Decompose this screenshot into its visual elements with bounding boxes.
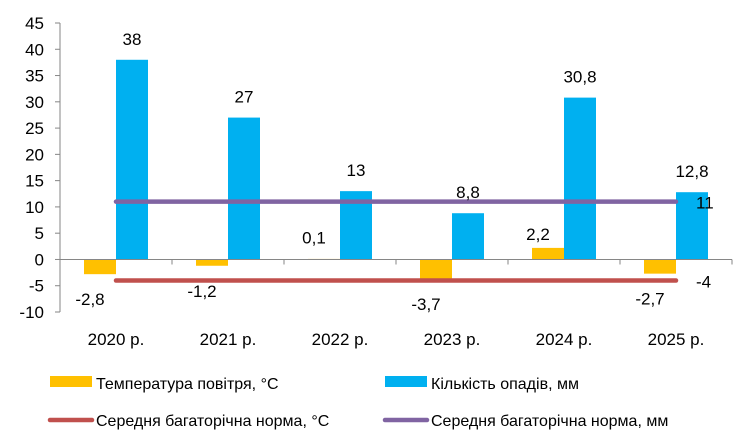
legend-swatch [385,376,427,387]
x-category-label: 2023 р. [424,330,481,349]
y-tick-label: -5 [29,277,44,296]
temperature-bar [196,259,228,266]
legend-label: Середня багаторічна норма, мм [431,413,668,430]
legend-swatch [50,376,92,387]
legend-label: Температура повітря, °С [96,376,279,393]
precipitation-bar [676,192,708,260]
x-category-label: 2021 р. [200,330,257,349]
y-tick-label: 25 [25,119,44,138]
precipitation-bar [452,213,484,260]
y-tick-label: 20 [25,145,44,164]
y-tick-label: 30 [25,93,44,112]
x-category-label: 2020 р. [88,330,145,349]
bars [84,59,708,279]
x-category-label: 2022 р. [312,330,369,349]
precipitation-bar [228,117,260,260]
x-axis: 2020 р. 2021 р. 2022 р. 2023 р. 2024 р. 2025 … [59,258,733,349]
temperature-data-label: -2,7 [635,290,664,309]
temperature-data-label: -1,2 [187,282,216,301]
y-tick-label: 45 [25,14,44,33]
y-tick-label: 5 [35,224,44,243]
temperature-data-label: -2,8 [75,290,104,309]
precipitation-data-label: 30,8 [563,68,596,87]
precipitation-data-label: 13 [347,161,366,180]
y-tick-label: 0 [35,250,44,269]
precipitation-bar [116,59,148,260]
legend-item: Температура повітря, °С [50,376,279,393]
legend-item: Середня багаторічна норма, мм [382,413,668,430]
precipitation-data-label: 12,8 [675,162,708,181]
y-tick-label: 40 [25,40,44,59]
temperature-data-label: 0,1 [302,228,326,247]
temperature-bar [644,259,676,274]
legend: Температура повітря, °С Кількість опадів,… [47,376,668,430]
precipitation-data-label: 38 [123,30,142,49]
x-category-label: 2024 р. [536,330,593,349]
precipitation-data-label: 8,8 [456,183,480,202]
y-axis: -10 -5 0 5 10 15 20 25 30 35 40 45 [19,14,61,322]
y-tick-label: -10 [19,303,44,322]
y-tick-label: 15 [25,172,44,191]
legend-label: Середня багаторічна норма, °С [96,413,329,430]
x-category-label: 2025 р. [648,330,705,349]
data-labels: 38 -2,8 27 -1,2 13 0,1 8,8 -3,7 30,8 2,2 12,8 -2,7 -… [75,30,713,314]
legend-item: Кількість опадів, мм [385,376,579,393]
temperature-bar [532,247,564,260]
y-tick-label: 10 [25,198,44,217]
temperature-norm-label: -4 [696,272,711,291]
precipitation-data-label: 27 [235,88,254,107]
y-tick-label: 35 [25,67,44,86]
temperature-data-label: 2,2 [526,225,550,244]
precipitation-norm-label: 11 [696,194,714,213]
precipitation-bar [564,97,596,260]
legend-label: Кількість опадів, мм [431,376,579,393]
norm-lines [113,199,679,283]
legend-item: Середня багаторічна норма, °С [47,413,329,430]
temperature-data-label: -3,7 [411,295,440,314]
temperature-bar [420,259,452,279]
temperature-bar [84,259,116,275]
